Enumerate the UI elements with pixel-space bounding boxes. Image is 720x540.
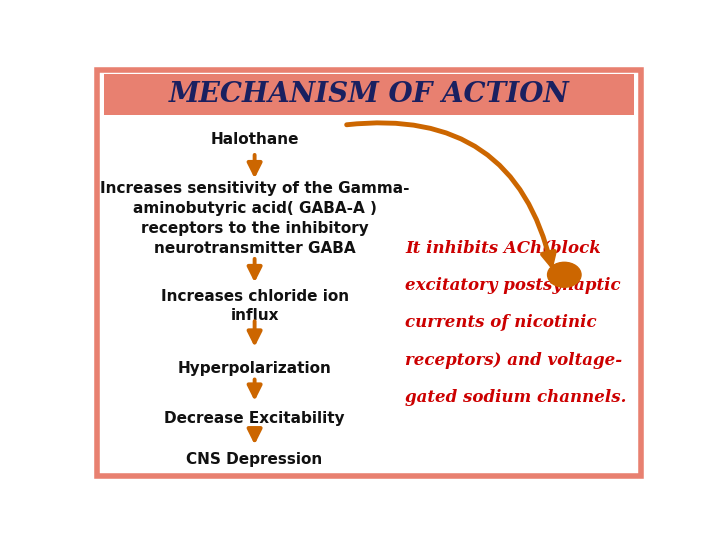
Text: CNS Depression: CNS Depression <box>186 453 323 467</box>
FancyArrowPatch shape <box>346 123 554 265</box>
FancyBboxPatch shape <box>96 70 642 476</box>
Circle shape <box>547 262 581 287</box>
Text: It inhibits ACh(block: It inhibits ACh(block <box>405 239 601 256</box>
Text: Increases sensitivity of the Gamma-
aminobutyric acid( GABA-A )
receptors to the: Increases sensitivity of the Gamma- amin… <box>100 181 410 256</box>
FancyBboxPatch shape <box>104 74 634 114</box>
Text: receptors) and voltage-: receptors) and voltage- <box>405 352 622 368</box>
Text: gated sodium channels.: gated sodium channels. <box>405 389 626 406</box>
Text: currents of nicotinic: currents of nicotinic <box>405 314 597 331</box>
Text: Hyperpolarization: Hyperpolarization <box>178 361 331 376</box>
Text: Increases chloride ion
influx: Increases chloride ion influx <box>161 288 348 323</box>
Text: Halothane: Halothane <box>210 132 299 147</box>
Text: Decrease Excitability: Decrease Excitability <box>164 411 345 426</box>
Text: excitatory postsynaptic: excitatory postsynaptic <box>405 276 621 294</box>
Text: MECHANISM OF ACTION: MECHANISM OF ACTION <box>168 81 570 108</box>
